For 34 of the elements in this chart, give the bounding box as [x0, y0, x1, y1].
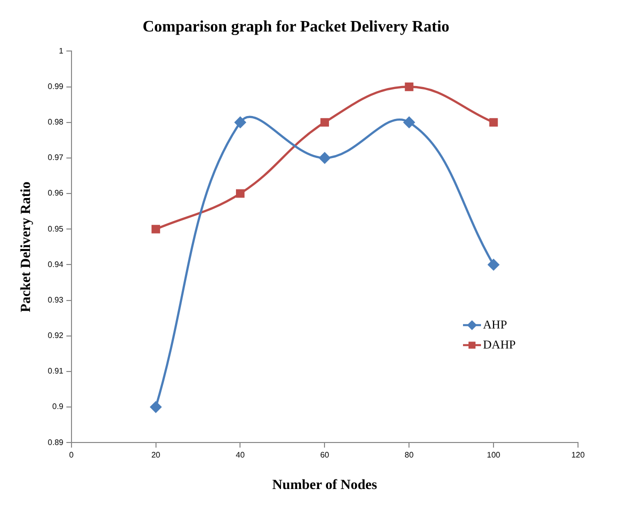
point	[488, 259, 500, 270]
y-tick-label: 0.89	[48, 438, 64, 447]
y-tick-label: 0.92	[48, 331, 64, 340]
y-tick-label: 0.94	[48, 260, 64, 269]
x-tick-label: 120	[571, 450, 586, 460]
x-tick-label: 80	[404, 450, 414, 460]
y-tick-label: 0.96	[48, 188, 64, 198]
x-tick-label: 60	[320, 450, 330, 460]
y-tick-label: 0.97	[48, 153, 64, 162]
y-tick-label: 1	[58, 46, 64, 56]
x-axis-title: Number of Nodes	[272, 478, 378, 494]
y-tick-label: 0.95	[48, 224, 64, 234]
y-tick-label: 0.98	[48, 118, 64, 127]
x-tick-label: 40	[236, 450, 246, 460]
legend-label: DAHP	[483, 337, 516, 352]
y-tick-label: 0.93	[48, 295, 64, 304]
point	[150, 401, 162, 413]
x-tick-label: 100	[486, 450, 501, 460]
point	[404, 82, 414, 92]
x-tick-label: 0	[69, 450, 74, 460]
point	[489, 118, 498, 127]
point	[236, 189, 245, 198]
x-tick-label: 20	[151, 450, 161, 460]
y-tick-label: 0.91	[48, 366, 64, 376]
point	[234, 116, 246, 128]
point	[319, 152, 330, 164]
legend-label: AHP	[483, 317, 508, 332]
y-tick-label: 0.9	[52, 402, 64, 412]
y-tick-label: 0.99	[48, 82, 64, 91]
chart-title: Comparison graph for Packet Delivery Ratio	[142, 18, 450, 36]
point	[404, 116, 415, 128]
point	[152, 224, 160, 234]
y-axis-title: Packet Delivery Ratio	[19, 182, 34, 312]
point	[320, 118, 329, 127]
